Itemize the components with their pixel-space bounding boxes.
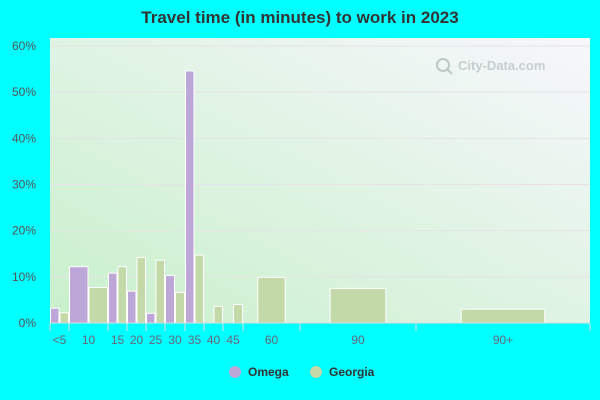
bar-georgia	[194, 254, 204, 324]
y-tick-label: 10%	[12, 270, 36, 284]
x-tick-label: 40	[207, 333, 221, 347]
legend-swatch-georgia	[310, 366, 322, 378]
legend-item-georgia: Georgia	[310, 365, 374, 379]
bar-georgia	[155, 259, 165, 324]
bar-omega	[50, 307, 60, 324]
x-tick-label: 25	[149, 333, 163, 347]
y-tick-label: 50%	[12, 85, 36, 99]
y-tick-label: 20%	[12, 224, 36, 238]
x-tick-label: 10	[82, 333, 96, 347]
plot-background	[50, 38, 590, 323]
x-tick-label: 35	[188, 333, 202, 347]
bar-georgia	[233, 304, 243, 324]
legend-swatch-omega	[229, 366, 241, 378]
x-tick-label: <5	[53, 333, 67, 347]
bar-georgia	[213, 305, 223, 324]
bar-georgia	[59, 312, 69, 324]
x-tick-label: 30	[168, 333, 182, 347]
x-tick-label: 20	[130, 333, 144, 347]
x-tick-label: 90+	[493, 333, 513, 347]
bar-omega	[69, 266, 89, 324]
bar-omega	[165, 274, 175, 324]
bar-georgia	[117, 266, 127, 324]
x-tick-label: 60	[265, 333, 279, 347]
x-tick-label: 15	[111, 333, 125, 347]
x-tick-label: 90	[351, 333, 365, 347]
chart-title: Travel time (in minutes) to work in 2023	[141, 8, 459, 27]
bar-georgia	[88, 286, 108, 324]
bar-georgia	[329, 287, 387, 324]
legend-label-omega: Omega	[248, 365, 289, 379]
y-tick-label: 40%	[12, 131, 36, 145]
bar-omega	[146, 312, 156, 324]
watermark-logo: City-Data.com	[436, 58, 545, 75]
legend-label-georgia: Georgia	[329, 365, 375, 379]
bar-omega	[127, 290, 137, 324]
legend-item-omega: Omega	[229, 365, 289, 379]
bar-omega	[185, 70, 195, 324]
bar-omega	[108, 272, 118, 324]
bar-georgia	[460, 308, 546, 324]
bar-georgia	[257, 276, 286, 324]
x-tick-label: 45	[226, 333, 240, 347]
y-tick-label: 60%	[12, 39, 36, 53]
watermark-text: City-Data.com	[458, 58, 545, 73]
bar-georgia	[175, 292, 185, 324]
y-tick-label: 30%	[12, 178, 36, 192]
y-tick-label: 0%	[19, 316, 37, 330]
bar-georgia	[136, 256, 146, 324]
